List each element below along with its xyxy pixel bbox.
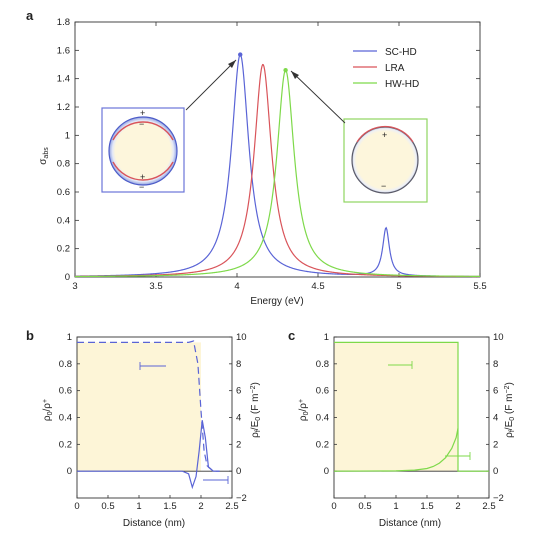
panel-c-shaded-region [334,342,458,472]
panel-c-axes: 0 0.5 1 1.5 2 2.5 0 0.2 0.4 0.6 0.8 1 −2 0 2 4 6 8 10 [316,332,504,512]
panel-b-series-1 [77,420,220,490]
panel-c-ytick-left-label: 0.8 [316,359,329,370]
panel-b-xtick-label: 0.5 [101,501,114,512]
panel-b-shaded-region [77,342,201,472]
peak-marker-sc-hd [238,52,243,57]
panel-b-ytick-left-label: 0 [67,466,72,477]
panel-b-ytick-left-label: 0.6 [59,386,72,397]
inset-sc-hd: + − + − [101,107,185,193]
panel-c-xtick-label: 0.5 [358,501,371,512]
panel-c-xlabel: Distance (nm) [379,518,441,529]
inset-c-sign-2: − [381,181,386,191]
panel-c-ytick-right-label: 2 [493,439,498,450]
panel-c-series-1 [333,428,459,472]
inset-c-arrow [290,70,346,124]
panel-a-xtick-label: 4 [234,281,239,292]
panel-c-ytick-right-label: 10 [493,332,504,343]
inset-a-arrowhead [228,60,236,68]
panel-c-ytick-right-label: 8 [493,359,498,370]
panel-b-label: b [26,328,34,343]
panel-b-xtick-label: 1 [136,501,141,512]
inset-c-arrowhead [291,71,299,79]
inset-a-sign-3: + [140,172,145,182]
panel-c-ytick-right-label: 6 [493,386,498,397]
legend-label-hw-hd: HW-HD [385,79,419,90]
panel-a-ytick-label: 1.4 [57,74,70,85]
panel-b-ytick-right-label: 8 [236,359,241,370]
panel-a-ylabel: σabs [38,147,50,165]
panel-c-series-0 [334,341,489,472]
panel-c-ytick-left-label: 0.4 [316,413,329,424]
panel-b-xtick-label: 2 [198,501,203,512]
panel-c-ylabel-right: ρf/E0 (F m−2) [504,382,516,438]
panel-b-ytick-left-label: 0.8 [59,359,72,370]
panel-b-ytick-left-label: 1 [67,332,72,343]
panel-b-ytick-left-label: 0.4 [59,413,72,424]
panel-a-ytick-label: 0.4 [57,215,70,226]
panel-b-ytick-right-label: −2 [236,493,247,504]
inset-a-arrow [185,59,237,111]
peak-marker-hw-hd [283,67,288,73]
inset-a-sign-4: − [139,182,144,192]
panel-b-ytick-right-label: 6 [236,386,241,397]
inset-a-sign-2: − [139,119,144,129]
panel-b-ytick-left-label: 0.2 [59,439,72,450]
panel-c-ytick-left-label: 0.2 [316,439,329,450]
legend-label-sc-hd: SC-HD [385,47,417,58]
panel-a-axes: 3 3.5 4 4.5 5 5.5 0 0.2 0.4 0.6 0.8 1 1.2 1.4 1.6 1.8 [57,17,487,292]
inset-c-sign-1: + [382,130,387,140]
panel-b-xtick-label: 0 [74,501,79,512]
panel-c-xtick-label: 1.5 [420,501,433,512]
panel-c-ytick-right-label: 4 [493,413,498,424]
panel-b-ytick-right-label: 0 [236,466,241,477]
panel-b-ytick-right-label: 2 [236,439,241,450]
panel-c-ytick-left-label: 0 [324,466,329,477]
panel-a-xtick-label: 5.5 [473,281,486,292]
panel-c-ylabel-left: ρ0/ρ+ [298,399,310,421]
panel-a-ytick-label: 1 [65,130,70,141]
panel-c-ytick-left-label: 0.6 [316,386,329,397]
panel-a-xtick-label: 4.5 [311,281,324,292]
panel-a-ytick-label: 1.2 [57,102,70,113]
panel-b-xlabel: Distance (nm) [123,518,185,529]
panel-c-label: c [288,328,295,343]
panel-a-frame [74,21,481,278]
panel-b-ytick-right-label: 10 [236,332,247,343]
panel-b-ytick-right-label: 4 [236,413,241,424]
panel-a-ytick-label: 0.8 [57,159,70,170]
inset-hw-hd: + − [343,118,428,203]
panel-a-series-hw-hd [75,69,480,278]
panel-c-ytick-left-label: 1 [324,332,329,343]
inset-a-sign-1: + [140,108,145,118]
panel-a-ytick-label: 1.6 [57,45,70,56]
legend: SC-HD LRA HW-HD [353,47,419,90]
panel-a-ytick-label: 1.8 [57,17,70,28]
panel-c-xtick-label: 2 [455,501,460,512]
panel-b-ylabel-left: ρ0/ρ+ [42,399,54,421]
panel-a-ytick-label: 0.2 [57,244,70,255]
panel-c-xtick-label: 2.5 [482,501,495,512]
panel-a-label: a [26,8,34,23]
panel-c-ytick-right-label: 0 [493,466,498,477]
panel-a-ytick-label: 0 [65,272,70,283]
panel-b-xtick-label: 1.5 [163,501,176,512]
panel-a-xtick-label: 3 [72,281,77,292]
panel-c-xtick-label: 0 [331,501,336,512]
panel-a-ytick-label: 0.6 [57,187,70,198]
panel-a-xtick-label: 5 [396,281,401,292]
panel-c-ytick-right-label: −2 [493,493,504,504]
panel-b-ylabel-right: ρf/E0 (F m−2) [250,382,262,438]
panel-c-xtick-label: 1 [393,501,398,512]
panel-a-xtick-label: 3.5 [149,281,162,292]
panel-b-axes: 0 0.5 1 1.5 2 2.5 0 0.2 0.4 0.6 0.8 1 −2 0 2 4 6 8 10 [59,332,247,512]
panel-b-xtick-label: 2.5 [225,501,238,512]
panel-a-xlabel: Energy (eV) [250,296,303,307]
legend-label-lra: LRA [385,63,405,74]
